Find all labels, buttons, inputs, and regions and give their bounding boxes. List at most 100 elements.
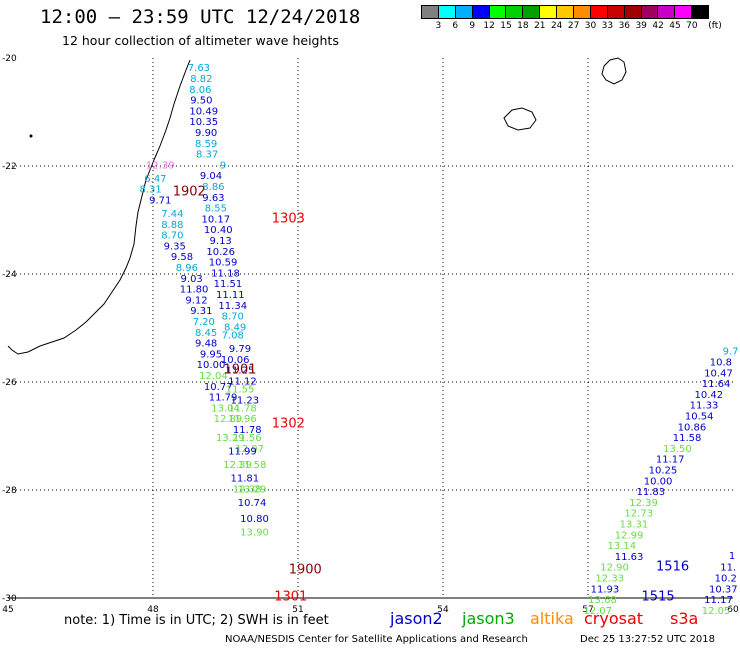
wave-height-value: 12.33: [595, 573, 624, 584]
satellite-label-jason2: jason2: [390, 609, 443, 628]
wave-height-value: 10.42: [695, 390, 724, 401]
legend-tick-label: 27: [567, 21, 580, 31]
satellite-label-altika: altika: [530, 609, 574, 628]
wave-height-value: 11.11: [216, 290, 245, 301]
wave-height-value: 10.25: [649, 465, 678, 476]
wave-height-value: 9.90: [195, 128, 217, 139]
wave-height-value: 11.56: [233, 433, 262, 444]
wave-height-value: 10.77: [204, 382, 233, 393]
legend-tick-label: 21: [534, 21, 546, 31]
wave-height-value: 8.31: [139, 185, 161, 196]
legend-tick-label: 70: [686, 21, 698, 31]
mauritius-coast: [601, 57, 627, 85]
wave-height-value: 9.31: [190, 306, 212, 317]
legend-tick-label: 33: [601, 21, 614, 31]
wave-height-value: 12.99: [615, 530, 644, 541]
legend-tick-label: 42: [652, 21, 664, 31]
wave-height-value: 12.73: [624, 509, 653, 520]
grid-lines: [8, 58, 733, 599]
wave-height-value: 11.99: [228, 447, 257, 458]
wave-height-value: 10.2: [715, 573, 737, 584]
x-tick-label: 48: [147, 605, 159, 615]
wave-height-value: 11.17: [704, 595, 733, 606]
reunion-coast: [503, 107, 537, 131]
wave-height-value: 11.78: [228, 403, 257, 414]
wave-height-value: 9.95: [200, 349, 222, 360]
wave-height-value: 10.49: [189, 106, 218, 117]
wave-height-value: 8.49: [224, 322, 246, 333]
color-legend: 3 6 9 12 15 18 21 24 27 30 33 36 39 42 45 70 (ft): [421, 5, 722, 33]
wave-height-value: 9.48: [195, 339, 217, 350]
legend-tick-label: 45: [669, 21, 681, 31]
wave-height-value: 10.54: [685, 411, 714, 422]
legend-tick-label: 36: [618, 21, 631, 31]
wave-height-value: 11.81: [231, 474, 260, 485]
y-tick-label: -26: [2, 378, 17, 388]
wave-height-value: 12.07: [583, 606, 612, 617]
wave-height-value: 10.06: [221, 355, 250, 366]
y-tick-label: -30: [2, 594, 17, 604]
footer-timestamp: Dec 25 13:27:52 UTC 2018: [580, 634, 715, 645]
time-label: 1901: [223, 363, 256, 378]
wave-height-value: 1: [729, 551, 735, 562]
madagascar-coast: [7, 59, 191, 355]
wave-height-value: 9.63: [202, 193, 224, 204]
wave-height-value: 9.7: [723, 347, 739, 358]
x-tick-label: 57: [582, 605, 593, 615]
wave-height-value: 11.18: [211, 268, 240, 279]
wave-height-value: 12.39: [146, 160, 175, 171]
time-label: 1303: [272, 211, 305, 226]
legend-tick-label: 12: [483, 21, 495, 31]
wave-height-value: 13.31: [620, 519, 649, 530]
wave-height-value: 8.86: [202, 182, 224, 193]
wave-height-value: 11.58: [238, 460, 267, 471]
wave-height-value: 11.33: [690, 401, 719, 412]
wave-height-value: 10.59: [209, 258, 238, 269]
time-label: 1302: [272, 417, 305, 432]
wave-height-value: 10.17: [202, 214, 231, 225]
legend-tick-label: 9: [469, 21, 476, 31]
wave-height-value: 6.47: [144, 174, 166, 185]
legend-tick-label: 3: [435, 21, 442, 31]
time-label: 1301: [274, 589, 307, 604]
wave-height-value: 13.29: [216, 433, 245, 444]
legend-tick-label: 18: [517, 21, 529, 31]
wave-height-value: 11.17: [656, 455, 685, 466]
x-tick-label: 60: [727, 605, 739, 615]
wave-height-value: 12.97: [235, 444, 264, 455]
wave-height-value: 11.25: [226, 366, 255, 377]
wave-height-value: 9.12: [185, 295, 207, 306]
footer-note: note: 1) Time is in UTC; 2) SWH is in fe…: [64, 613, 329, 628]
time-labels: 1902 1303 1901 1302 1900 1301 1516 1515: [173, 184, 689, 604]
wave-height-value: 11.93: [591, 584, 620, 595]
wave-height-value: 12.38: [233, 484, 262, 495]
wave-height-value: 10.74: [238, 498, 267, 509]
wave-height-value: 11.64: [702, 379, 731, 390]
wave-height-value: 7.44: [161, 209, 183, 220]
legend-tick-label: 39: [635, 21, 647, 31]
wave-height-value: 13.29: [238, 484, 267, 495]
wave-height-value: 8.70: [161, 231, 183, 242]
wave-height-value: 11.78: [233, 425, 262, 436]
page-subtitle: 12 hour collection of altimeter wave hei…: [62, 33, 339, 48]
wave-height-value: 9.71: [149, 195, 171, 206]
wave-height-value: 9.04: [200, 171, 222, 182]
y-tick-label: -24: [2, 270, 17, 280]
legend-unit: (ft): [708, 21, 722, 31]
wave-height-value: 9.13: [210, 236, 232, 247]
wave-height-value: 11.23: [231, 395, 260, 406]
wave-height-value: 9.79: [229, 344, 251, 355]
wave-height-value: 11.58: [673, 433, 702, 444]
wave-height-value: 10.40: [204, 225, 233, 236]
wave-height-value: 10.8: [710, 357, 732, 368]
satellite-label-jason3: jason3: [462, 609, 515, 628]
wave-height-value: 10.26: [206, 247, 235, 258]
wave-height-value: 13.50: [663, 444, 692, 455]
wave-height-value: 7.63: [188, 63, 210, 74]
wave-height-value: 11.55: [226, 384, 255, 395]
legend-tick-label: 30: [584, 21, 597, 31]
islet: [29, 134, 33, 138]
page-title: 12:00 — 23:59 UTC 12/24/2018: [40, 6, 361, 28]
